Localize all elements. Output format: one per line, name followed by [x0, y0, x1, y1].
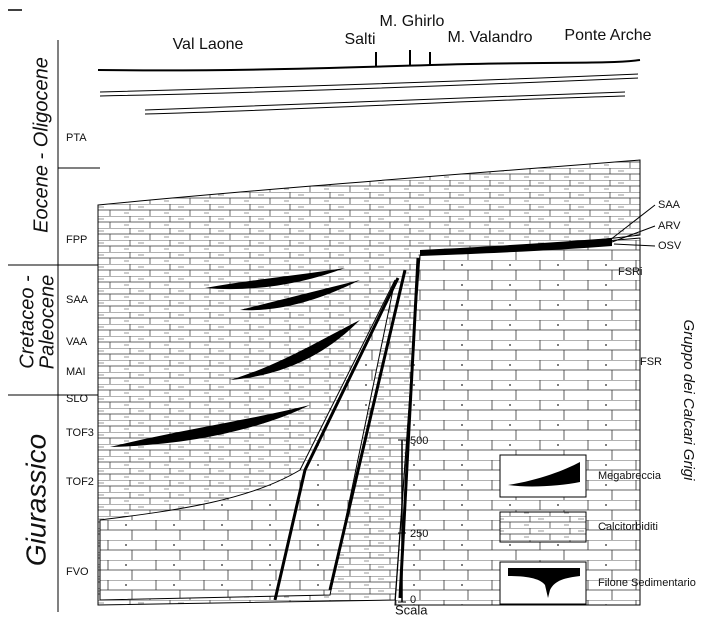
unit-label: FPP [66, 234, 87, 246]
unit-label: FSRi [618, 266, 642, 278]
massive-limestone [394, 237, 641, 606]
period-label: Paleocene [36, 275, 58, 370]
scale-label: 250 [410, 528, 428, 540]
locality: Val Laone [173, 36, 244, 53]
unit-label: TOF3 [66, 427, 94, 439]
fault [328, 269, 407, 591]
fault [273, 277, 400, 601]
unit-label: TOF2 [66, 476, 94, 488]
period-label: Eocene - Oligocene [30, 57, 52, 233]
locality: M. Valandro [447, 29, 532, 46]
footwall-limestone [99, 279, 396, 601]
lens [144, 91, 626, 111]
legend-box [499, 511, 587, 543]
unit-label: OSV [658, 240, 682, 252]
locality: M. Ghirlo [380, 13, 445, 30]
leader [609, 204, 656, 247]
unit-label: SLO [66, 393, 88, 405]
megabreccia [420, 238, 612, 256]
lens [99, 73, 639, 93]
unit-label: SAA [66, 294, 89, 306]
period-label: Cretaceo - [16, 275, 38, 369]
legend-swatch [508, 568, 580, 598]
scale-label: 0 [410, 594, 416, 606]
group-label: Gruppo dei Calcari Grigi [680, 320, 697, 482]
unit-label: ARV [658, 220, 681, 232]
locality: Salti [344, 31, 375, 48]
lens [144, 95, 626, 115]
legend-label: Calcitorbiditi [598, 521, 658, 533]
unit-label: MAI [66, 366, 86, 378]
unit-label: SAA [658, 199, 681, 211]
scale-label: 500 [410, 435, 428, 447]
unit-label: FVO [66, 566, 89, 578]
unit-label: PTA [66, 132, 87, 144]
legend-label: Megabreccia [598, 470, 662, 482]
legend-swatch [508, 462, 580, 487]
period-label: Giurassico [20, 434, 51, 566]
megabreccia [205, 268, 345, 290]
megabreccia [240, 280, 360, 311]
fault [398, 257, 420, 599]
megabreccia [110, 405, 310, 447]
locality: Ponte Arche [564, 27, 651, 44]
legend-label: Filone Sedimentario [598, 577, 696, 589]
unit-label: FSR [640, 356, 662, 368]
scale-title: Scala [395, 602, 428, 617]
unit-label: VAA [66, 336, 88, 348]
topography [97, 59, 641, 72]
lens [99, 77, 639, 97]
